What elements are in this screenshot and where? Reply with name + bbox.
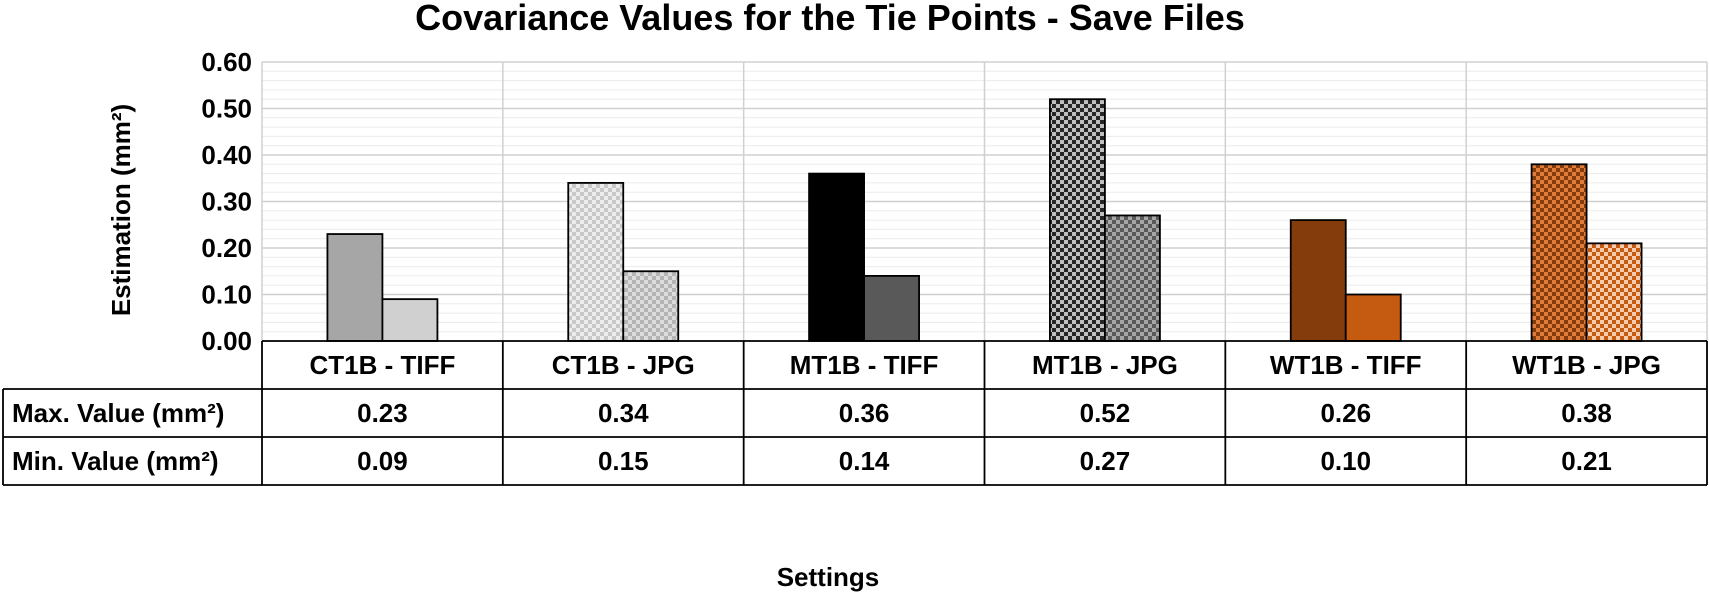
data-label: 0.34 <box>598 398 649 428</box>
y-tick-label: 0.20 <box>201 233 252 263</box>
x-axis-label: Settings <box>777 562 880 592</box>
grid <box>261 61 1708 342</box>
data-label: 0.38 <box>1561 398 1612 428</box>
bar-max-4 <box>1289 219 1347 342</box>
data-label: 0.15 <box>598 446 649 476</box>
bar-max-1 <box>567 181 625 342</box>
data-label: 0.52 <box>1080 398 1131 428</box>
y-axis-ticks: 0.00 0.10 0.20 0.30 0.40 0.50 0.60 <box>201 47 252 356</box>
bar-max-2 <box>808 172 865 342</box>
data-label: 0.21 <box>1561 446 1612 476</box>
x-tick-label: WT1B - JPG <box>1512 350 1661 380</box>
data-label: 0.14 <box>839 446 890 476</box>
y-tick-label: 0.00 <box>201 326 252 356</box>
bar-min-4 <box>1344 293 1402 342</box>
x-tick-label: WT1B - TIFF <box>1270 350 1422 380</box>
x-tick-label: MT1B - TIFF <box>790 350 939 380</box>
bar-min-3 <box>1104 214 1161 342</box>
bars <box>326 98 1643 342</box>
data-label: 0.09 <box>357 446 408 476</box>
bar-max-0 <box>326 233 384 342</box>
bar-min-0 <box>381 298 439 342</box>
x-tick-label: CT1B - JPG <box>552 350 695 380</box>
bar-min-2 <box>863 274 920 342</box>
data-label: 0.36 <box>839 398 890 428</box>
data-label: 0.23 <box>357 398 408 428</box>
y-axis-label: Estimation (mm²) <box>106 104 136 316</box>
bar-min-5 <box>1585 242 1643 342</box>
x-tick-label: CT1B - TIFF <box>309 350 455 380</box>
legend-entry: Max. Value (mm²) <box>12 398 224 428</box>
chart-title: Covariance Values for the Tie Points - S… <box>415 0 1245 38</box>
bar-min-1 <box>622 270 680 342</box>
y-tick-label: 0.10 <box>201 280 252 310</box>
legend-entry: Min. Value (mm²) <box>12 446 219 476</box>
data-label: 0.27 <box>1080 446 1131 476</box>
y-tick-label: 0.60 <box>201 47 252 77</box>
data-label: 0.10 <box>1320 446 1371 476</box>
data-label: 0.26 <box>1320 398 1371 428</box>
y-tick-label: 0.30 <box>201 187 252 217</box>
bar-max-3 <box>1049 98 1106 342</box>
data-table: CT1B - TIFF CT1B - JPG MT1B - TIFF MT1B - J… <box>2 340 1708 486</box>
x-tick-label: MT1B - JPG <box>1032 350 1178 380</box>
bar-max-5 <box>1530 163 1588 342</box>
y-tick-label: 0.50 <box>201 94 252 124</box>
y-tick-label: 0.40 <box>201 140 252 170</box>
